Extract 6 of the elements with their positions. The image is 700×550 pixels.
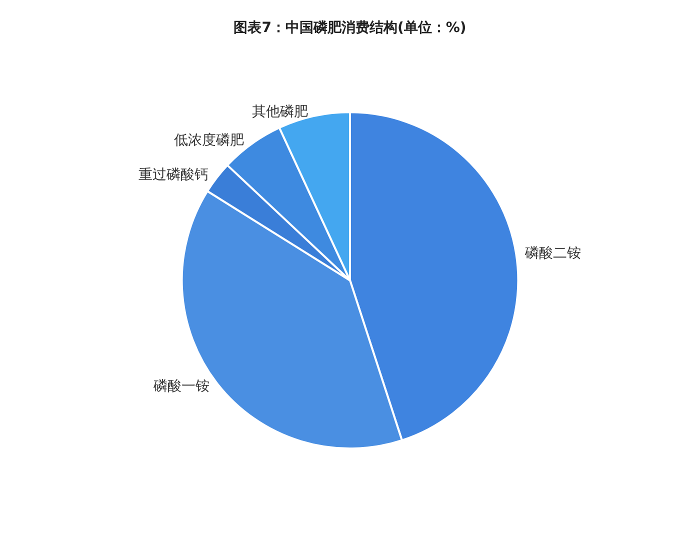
slice-label: 磷酸一铵 xyxy=(152,378,210,394)
slice-label: 重过磷酸钙 xyxy=(138,167,209,184)
slice-label: 低浓度磷肥 xyxy=(174,132,244,149)
slice-label: 磷酸二铵 xyxy=(524,245,582,262)
slice-label: 其他磷肥 xyxy=(252,104,308,120)
chart-title: 图表7：中国磷肥消费结构(单位：%) xyxy=(234,20,466,36)
